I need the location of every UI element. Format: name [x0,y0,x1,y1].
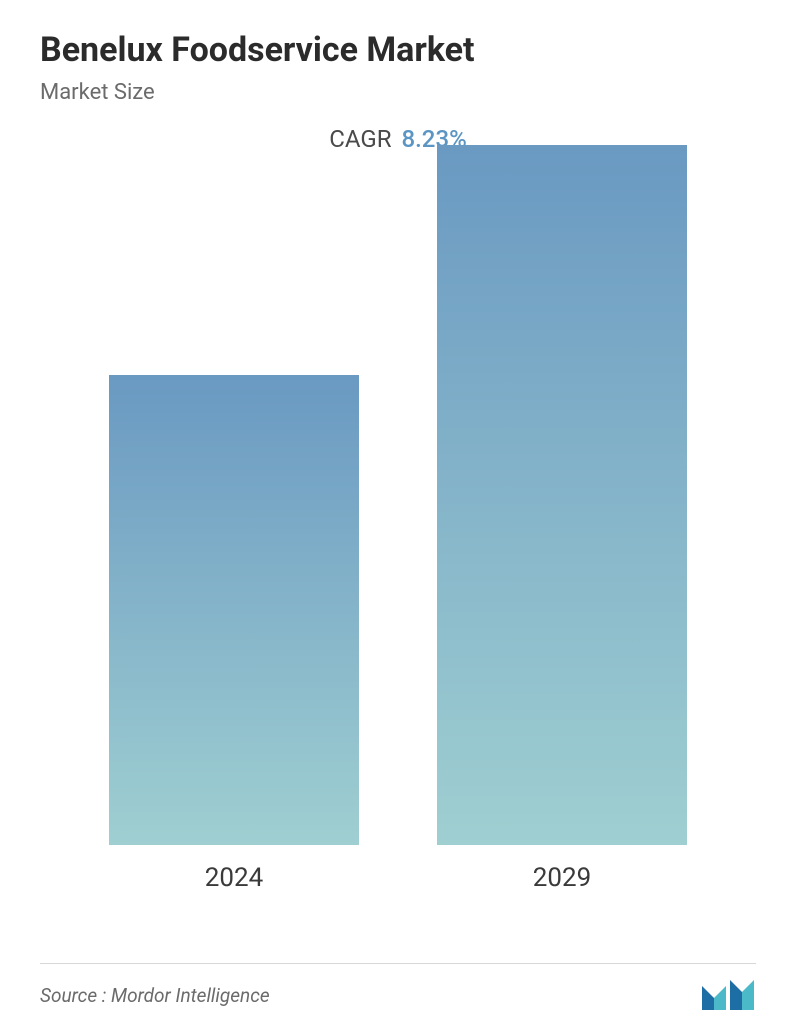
bar-chart: 2024 2029 [40,193,756,893]
chart-title: Benelux Foodservice Market [40,30,756,70]
bar-label: 2029 [533,863,591,893]
cagr-label: CAGR [329,125,391,153]
footer: Source : Mordor Intelligence [40,963,756,1012]
bar-label: 2024 [205,863,263,893]
chart-subtitle: Market Size [40,80,756,105]
source-text: Source : Mordor Intelligence [40,984,270,1007]
bar-2029 [437,145,687,845]
bar-group: 2024 [109,375,359,893]
brand-logo-icon [700,978,756,1012]
bar-2024 [109,375,359,845]
bar-group: 2029 [437,145,687,893]
